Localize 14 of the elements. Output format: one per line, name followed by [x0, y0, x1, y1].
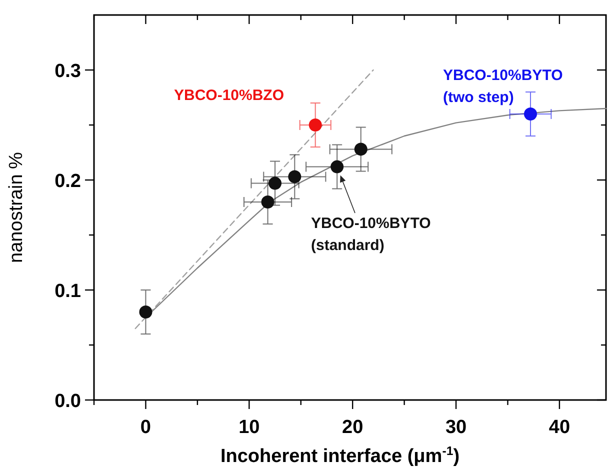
x-tick-label: 30: [445, 417, 467, 438]
text: YBCO-10%BYTO (standard): [311, 215, 432, 254]
x-tick-label: 10: [238, 417, 260, 438]
text: YBCO-10%BZO: [174, 87, 284, 104]
y-tick-label: 0.1: [54, 281, 82, 302]
y-tick-label: 0.3: [54, 61, 81, 82]
series-label: YBCO-10%BYTO (two step): [443, 67, 564, 106]
y-tick-label: 0.0: [54, 391, 81, 412]
x-tick-label: 40: [548, 417, 570, 438]
y-axis-title: nanostrain %: [6, 152, 27, 263]
x-tick-label: 20: [342, 417, 364, 438]
x-axis-title: Incoherent interface (μm$^{-1}$): [220, 444, 460, 467]
y-tick-label: 0.2: [54, 171, 81, 192]
x-tick-label: 0: [140, 417, 152, 438]
